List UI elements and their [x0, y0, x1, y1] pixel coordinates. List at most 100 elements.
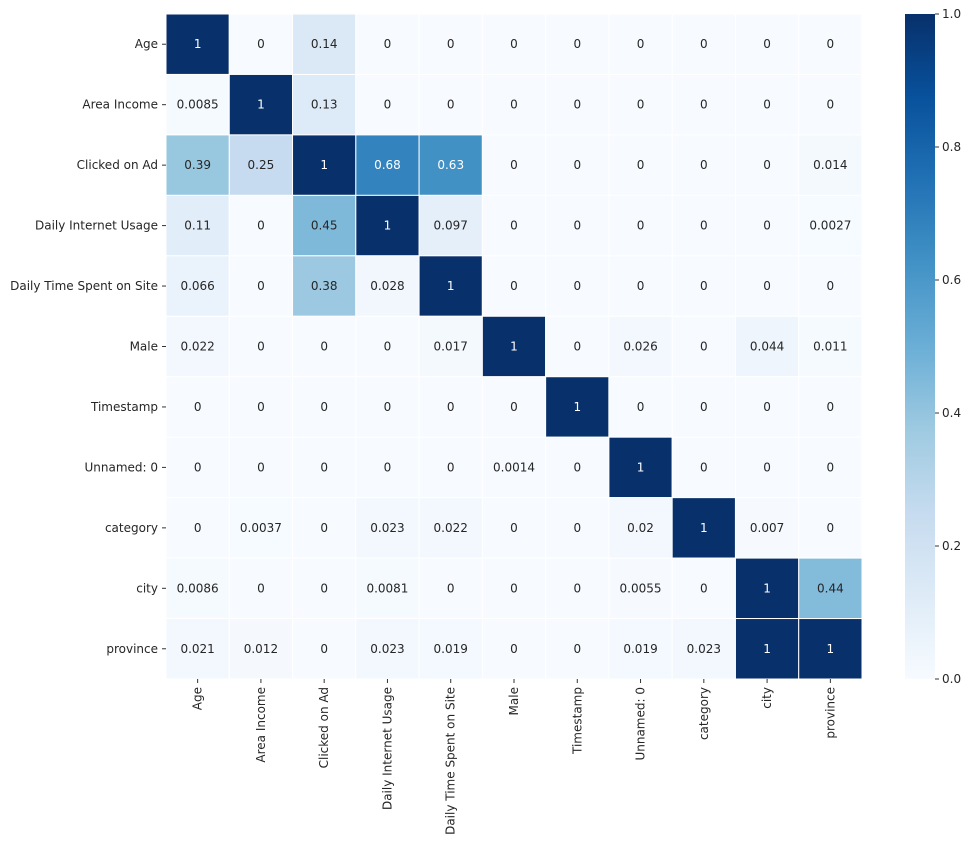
heatmap-cell — [481, 376, 547, 438]
heatmap-cell — [228, 255, 294, 317]
row-label: Clicked on Ad — [77, 158, 158, 172]
cell-annotation: 0.044 — [750, 340, 784, 354]
cell-annotation: 0.097 — [434, 219, 468, 233]
heatmap-cell — [292, 73, 357, 136]
cell-annotation: 0 — [257, 460, 265, 474]
cell-annotation: 0 — [573, 460, 581, 474]
heatmap-cell — [292, 557, 357, 620]
cell-annotation: 0 — [510, 642, 518, 656]
heatmap-cell — [355, 315, 420, 378]
cell-annotation: 0.011 — [813, 340, 847, 354]
cell-annotation: 0.019 — [623, 642, 657, 656]
cell-annotation: 0.63 — [437, 158, 464, 172]
cell-annotation: 0 — [257, 279, 265, 293]
cell-annotation: 0 — [447, 400, 455, 414]
cell-annotation: 0 — [573, 521, 581, 535]
cell-annotation: 0 — [700, 581, 708, 595]
heatmap-cell — [165, 376, 230, 438]
cell-annotation: 0 — [700, 340, 708, 354]
cell-annotation: 0.38 — [311, 279, 338, 293]
cell-annotation: 0.066 — [180, 279, 214, 293]
heatmap-cell — [671, 134, 736, 196]
cell-annotation: 1 — [573, 400, 581, 414]
heatmap-cell — [481, 255, 547, 317]
cell-annotation: 0 — [700, 98, 708, 112]
cell-annotation: 0 — [827, 98, 835, 112]
cell-annotation: 0 — [510, 219, 518, 233]
row-label: Timestamp — [90, 400, 158, 414]
heatmap-cell — [418, 73, 483, 136]
colorbar-tick-label: 0.4 — [942, 406, 961, 420]
heatmap-cell — [671, 255, 736, 317]
heatmap-cell — [481, 497, 547, 559]
cell-annotation: 1 — [637, 460, 645, 474]
cell-annotation: 0.0027 — [809, 219, 851, 233]
heatmap-cell — [545, 436, 610, 499]
cell-annotation: 0.39 — [184, 158, 211, 172]
cell-annotation: 0 — [573, 37, 581, 51]
cell-annotation: 0 — [384, 98, 392, 112]
cell-annotation: 0.0055 — [620, 581, 662, 595]
row-label: Age — [135, 37, 158, 51]
cell-annotation: 0 — [700, 400, 708, 414]
heatmap-cell — [418, 134, 483, 196]
cell-annotation: 0 — [700, 37, 708, 51]
column-label: Timestamp — [570, 687, 584, 755]
cell-annotation: 0.0085 — [177, 98, 219, 112]
row-label: Daily Time Spent on Site — [10, 279, 158, 293]
cell-annotation: 1 — [827, 642, 835, 656]
heatmap-cell — [798, 436, 863, 499]
heatmap-cell — [418, 255, 483, 317]
heatmap-cell — [481, 436, 547, 499]
cell-annotation: 0.023 — [370, 642, 404, 656]
column-label: city — [760, 687, 774, 709]
heatmap-cell — [545, 497, 610, 559]
cell-annotation: 0.012 — [244, 642, 278, 656]
heatmap-cell — [355, 436, 420, 499]
heatmap-cell — [165, 436, 230, 499]
heatmap-cell — [165, 73, 230, 136]
cell-annotation: 0 — [510, 581, 518, 595]
heatmap-cell — [481, 618, 547, 680]
cell-annotation: 0.014 — [813, 158, 847, 172]
cell-annotation: 0 — [637, 37, 645, 51]
heatmap-cell — [734, 497, 800, 559]
column-label: province — [823, 687, 837, 739]
cell-annotation: 1 — [320, 158, 328, 172]
cell-annotation: 0.11 — [184, 219, 211, 233]
cell-annotation: 0 — [447, 37, 455, 51]
cell-annotation: 0 — [510, 400, 518, 414]
cell-annotation: 0 — [257, 400, 265, 414]
cell-annotation: 1 — [384, 219, 392, 233]
cell-annotation: 0 — [637, 279, 645, 293]
heatmap-cell — [418, 557, 483, 620]
colorbar-tick-label: 0.0 — [942, 672, 961, 686]
cell-annotation: 0.45 — [311, 219, 338, 233]
cell-annotation: 0 — [763, 37, 771, 51]
heatmap-cell — [481, 557, 547, 620]
cell-annotation: 0 — [384, 400, 392, 414]
cell-annotation: 0.019 — [434, 642, 468, 656]
cell-annotation: 1 — [763, 581, 771, 595]
column-labels: Age Area Income Clicked on Ad Daily Interne… — [191, 679, 837, 835]
cell-annotation: 0 — [257, 219, 265, 233]
cell-annotation: 0 — [384, 340, 392, 354]
cell-annotation: 0 — [510, 158, 518, 172]
cell-annotation: 0 — [320, 400, 328, 414]
heatmap-cell — [418, 618, 483, 680]
cell-annotation: 0 — [827, 279, 835, 293]
colorbar-tick-label: 0.8 — [942, 140, 961, 154]
heatmap-cell — [798, 315, 863, 378]
heatmap-cell — [481, 73, 547, 136]
heatmap-cell — [734, 618, 800, 680]
heatmap-cell — [608, 73, 673, 136]
colorbar-tick-label: 1.0 — [942, 7, 961, 21]
cell-annotation: 0.13 — [311, 98, 338, 112]
heatmap-cell — [355, 255, 420, 317]
cell-annotation: 0 — [194, 460, 202, 474]
cell-annotation: 0.023 — [370, 521, 404, 535]
column-label: category — [697, 687, 711, 740]
cell-annotation: 0 — [827, 521, 835, 535]
heatmap-cell — [734, 73, 800, 136]
